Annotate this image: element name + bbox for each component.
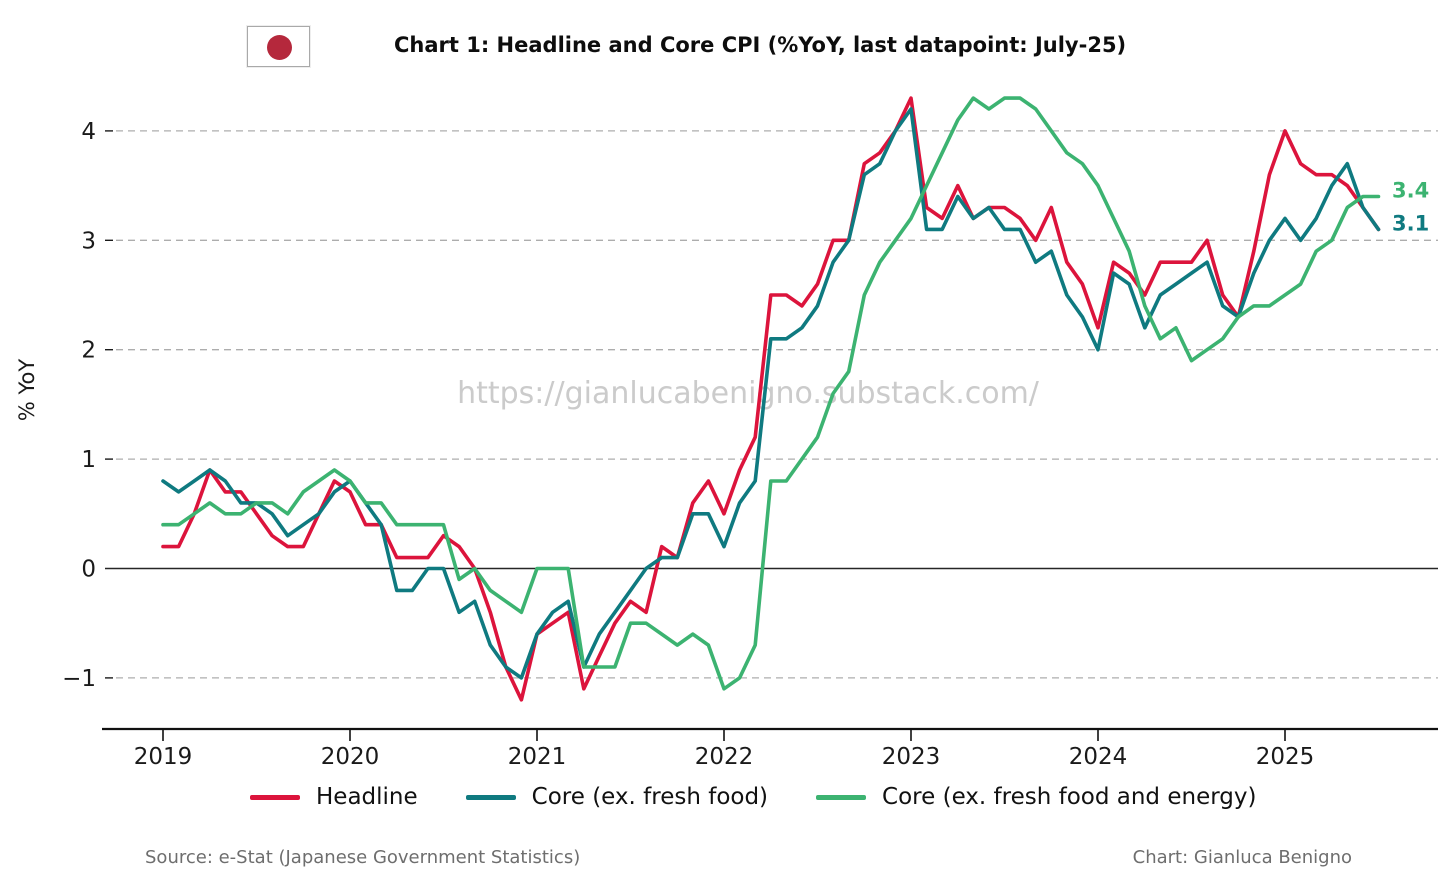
headline-line	[161, 96, 1381, 702]
japan-flag-icon	[247, 26, 310, 67]
y-tick-label: 2	[81, 338, 96, 364]
x-tick-label: 2022	[695, 744, 754, 770]
legend-item-headline: Headline	[250, 784, 418, 810]
series-end-label: 3.4	[1392, 179, 1429, 203]
y-tick-label: 4	[81, 119, 96, 145]
x-tick-label: 2021	[508, 744, 567, 770]
gridlines	[105, 130, 1438, 679]
source-note: Source: e-Stat (Japanese Government Stat…	[145, 847, 581, 868]
axes: 4 3 2 1 0 −1 2019 2020 2021 2022 2023 2024 2025	[62, 119, 1438, 770]
legend-label-corecore: Core (ex. fresh food and energy)	[882, 784, 1257, 810]
corecore-swatch	[816, 794, 867, 800]
y-tick-label: 3	[81, 228, 96, 254]
x-tick-label: 2025	[1256, 744, 1315, 770]
headline-swatch	[250, 794, 300, 800]
chart-credit: Chart: Gianluca Benigno	[1132, 847, 1352, 868]
series-end-label: 3.1	[1392, 211, 1429, 235]
japan-flag-red-disc	[267, 35, 292, 60]
legend-label-core: Core (ex. fresh food)	[531, 784, 769, 810]
chart-title: Chart 1: Headline and Core CPI (%YoY, la…	[394, 33, 1127, 57]
legend-item-core: Core (ex. fresh food)	[465, 784, 769, 810]
x-tick-label: 2020	[321, 744, 380, 770]
core-swatch	[465, 794, 516, 800]
y-tick-label: 1	[81, 447, 96, 473]
series-lines: 3.13.4	[161, 96, 1429, 702]
y-tick-label: −1	[62, 666, 96, 692]
watermark: https://gianlucabenigno.substack.com/	[457, 376, 1040, 411]
legend-label-headline: Headline	[316, 784, 418, 810]
legend: Headline Core (ex. fresh food) Core (ex.…	[250, 782, 1256, 812]
legend-item-corecore: Core (ex. fresh food and energy)	[816, 784, 1256, 810]
x-tick-label: 2019	[134, 744, 193, 770]
x-tick-label: 2023	[882, 744, 941, 770]
x-tick-label: 2024	[1069, 744, 1128, 770]
core-ex-fresh-food-and-energy-line	[161, 96, 1381, 691]
y-tick-label: 0	[81, 557, 96, 583]
